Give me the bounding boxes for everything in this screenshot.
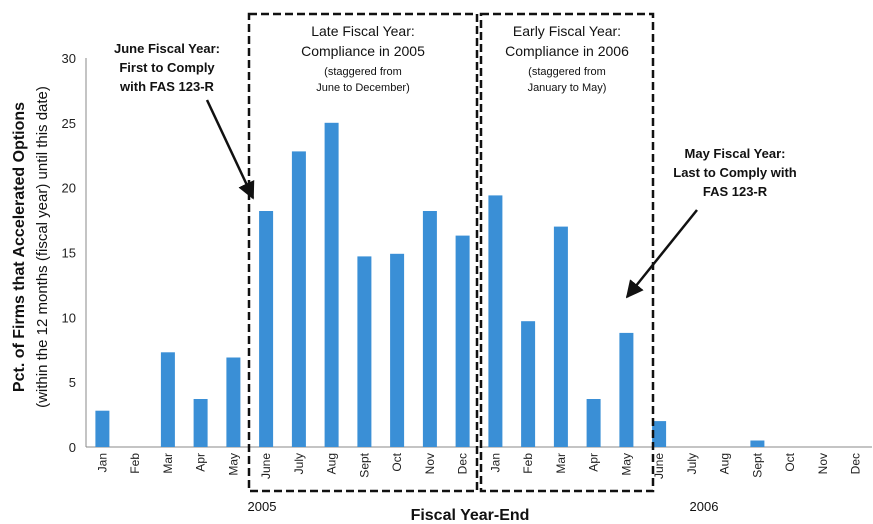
x-tick-label: June	[259, 453, 273, 479]
early-box-title-line1: Early Fiscal Year:	[513, 23, 621, 39]
y-tick-label: 15	[62, 246, 76, 261]
early-box-note-line2: January to May)	[528, 82, 607, 94]
x-tick-label: July	[292, 453, 306, 474]
y-tick-label: 0	[69, 440, 76, 455]
late-box-title-line2: Compliance in 2005	[301, 43, 425, 59]
bar-9	[390, 253, 405, 447]
y-tick-label: 5	[69, 375, 76, 390]
year-label-2005: 2005	[248, 499, 277, 514]
bar-6	[291, 151, 306, 447]
early-box-title-line2: Compliance in 2006	[505, 43, 629, 59]
late-box-note-line2: June to December)	[316, 82, 410, 94]
x-tick-label: Dec	[849, 453, 863, 474]
x-tick-label: Apr	[194, 453, 208, 472]
x-tick-label: Mar	[554, 453, 568, 474]
x-tick-label: Aug	[325, 453, 339, 474]
x-tick-label: Oct	[783, 452, 797, 471]
x-tick-label: Jan	[95, 453, 109, 472]
may-annotation-arrow	[625, 209, 698, 299]
x-tick-label: July	[685, 453, 699, 474]
bars	[95, 122, 765, 448]
bar-2	[160, 352, 175, 447]
bar-4	[226, 357, 241, 447]
x-ticks: Jan Feb Mar Apr May June July Aug Sept Oct Nov Dec J…	[95, 452, 862, 479]
x-tick-label: Feb	[521, 453, 535, 474]
y-ticks: 0 5 10 15 20 25 30	[62, 51, 76, 455]
x-axis-title: Fiscal Year-End	[411, 507, 530, 524]
bar-0	[95, 410, 110, 447]
bar-16	[619, 332, 634, 447]
bar-12	[488, 195, 503, 447]
bar-3	[193, 399, 208, 447]
x-tick-label: Sept	[357, 452, 371, 477]
x-tick-label: Mar	[161, 453, 175, 474]
bar-14	[553, 226, 568, 447]
june-annotation-line1: June Fiscal Year:	[114, 41, 220, 56]
bar-15	[586, 399, 601, 447]
may-annotation-line1: May Fiscal Year:	[685, 146, 786, 161]
x-tick-label: Oct	[390, 452, 404, 471]
x-tick-label: Nov	[816, 453, 830, 474]
y-axis-title: Pct. of Firms that Accelerated Options	[11, 102, 28, 392]
y-tick-label: 10	[62, 310, 76, 325]
may-annotation-line3: FAS 123-R	[703, 184, 768, 199]
late-box-note-line1: (staggered from	[324, 66, 402, 78]
early-box-note-line1: (staggered from	[528, 66, 606, 78]
bar-10	[422, 211, 437, 447]
june-annotation-line2: First to Comply	[119, 60, 215, 75]
june-annotation-arrow	[205, 99, 255, 200]
early-fiscal-year-box	[479, 12, 655, 493]
x-tick-label: May	[226, 453, 240, 476]
year-label-2006: 2006	[690, 499, 719, 514]
x-tick-label: June	[652, 453, 666, 479]
bar-17	[652, 421, 667, 447]
x-tick-label: Dec	[456, 453, 470, 474]
y-tick-label: 25	[62, 116, 76, 131]
june-annotation-line3: with FAS 123-R	[119, 79, 215, 94]
x-tick-label: Aug	[718, 453, 732, 474]
x-tick-label: Apr	[587, 453, 601, 472]
x-tick-label: Jan	[488, 453, 502, 472]
bar-20	[750, 440, 765, 447]
late-box-title-line1: Late Fiscal Year:	[311, 23, 415, 39]
y-tick-label: 20	[62, 181, 76, 196]
late-fiscal-year-box	[247, 12, 479, 493]
bar-13	[521, 321, 536, 447]
may-annotation-line2: Last to Comply with	[673, 165, 797, 180]
x-tick-label: May	[619, 453, 633, 476]
bar-5	[259, 211, 274, 447]
x-tick-label: Nov	[423, 453, 437, 474]
x-tick-label: Sept	[750, 452, 764, 477]
bar-11	[455, 235, 470, 447]
x-tick-label: Feb	[128, 453, 142, 474]
bar-7	[324, 122, 339, 448]
y-tick-label: 30	[62, 51, 76, 66]
bar-8	[357, 256, 372, 447]
y-axis-subtitle: (within the 12 months (fiscal year) unti…	[34, 86, 51, 408]
